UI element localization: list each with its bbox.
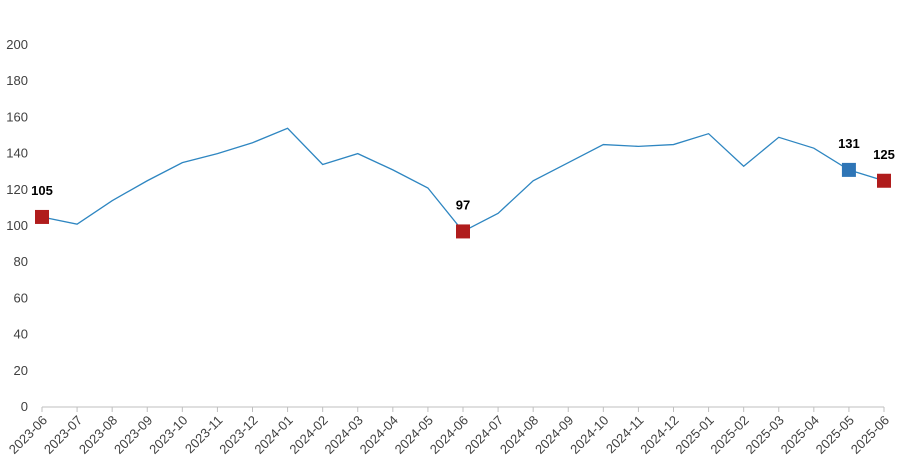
y-tick-label: 180 — [6, 73, 28, 88]
data-label: 105 — [31, 183, 53, 198]
marker — [877, 173, 891, 188]
marker — [841, 162, 856, 177]
y-tick-label: 80 — [14, 254, 28, 269]
y-tick-label: 20 — [14, 363, 28, 378]
marker — [456, 224, 470, 239]
data-label: 97 — [456, 197, 470, 212]
y-tick-label: 60 — [14, 290, 28, 305]
y-tick-label: 120 — [6, 182, 28, 197]
data-label: 125 — [873, 147, 895, 162]
y-tick-label: 40 — [14, 327, 28, 342]
x-tick-label: 2023-10 — [146, 413, 190, 457]
x-tick-label: 2025-06 — [848, 413, 892, 457]
marker — [35, 209, 49, 224]
data-label: 131 — [838, 136, 860, 151]
y-tick-label: 140 — [6, 146, 28, 161]
y-tick-label: 100 — [6, 218, 28, 233]
y-tick-label: 0 — [21, 399, 28, 414]
y-tick-label: 160 — [6, 109, 28, 124]
y-tick-label: 200 — [6, 37, 28, 52]
line — [41, 127, 885, 233]
x-tick-label: 2024-10 — [567, 413, 611, 457]
